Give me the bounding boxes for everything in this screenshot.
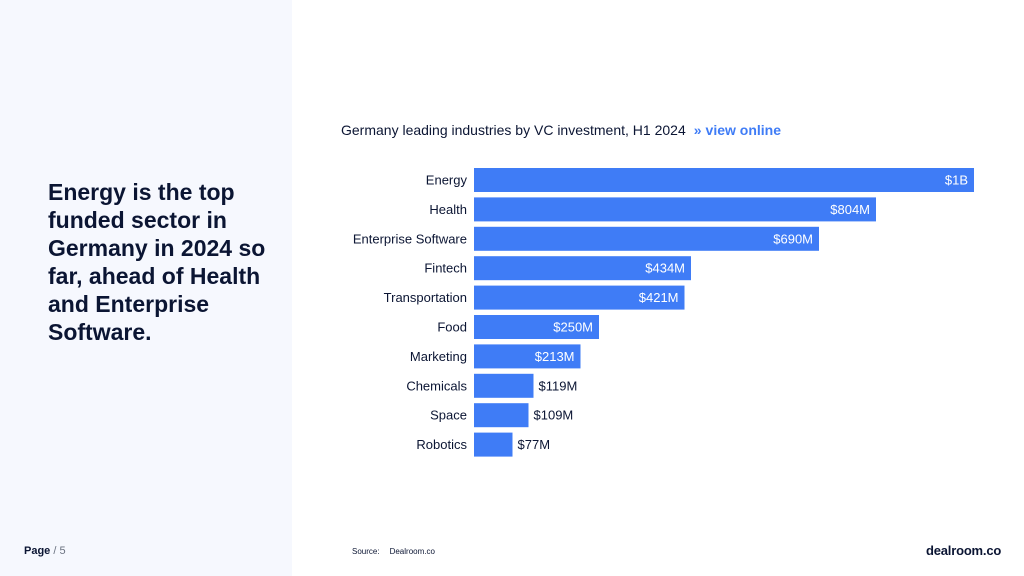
value-label-robotics: $77M <box>518 437 551 452</box>
bar-health <box>474 197 876 222</box>
category-label-health: Health <box>429 202 467 217</box>
value-label-chemicals: $119M <box>539 378 578 393</box>
value-label-health: $804M <box>830 202 870 217</box>
bar-chemicals <box>474 373 534 398</box>
bar-energy <box>474 168 974 192</box>
headline: Energy is the top funded sector in Germa… <box>48 179 266 345</box>
bar-robotics <box>474 432 513 457</box>
source-note: Source: Dealroom.co <box>352 547 435 556</box>
category-label-chemicals: Chemicals <box>406 378 467 393</box>
bar-space <box>474 403 529 428</box>
value-label-fintech: $434M <box>645 261 685 276</box>
bar-marketing <box>474 344 581 369</box>
category-label-marketing: Marketing <box>410 349 467 364</box>
source-label: Source: <box>352 547 380 556</box>
dealroom-logo: dealroom.co <box>926 543 1002 558</box>
source-value: Dealroom.co <box>389 547 435 556</box>
bar-transportation <box>474 285 685 310</box>
value-label-transportation: $421M <box>639 290 679 305</box>
page-number: Page / 5 <box>24 545 66 557</box>
chart-title-text: Germany leading industries by VC investm… <box>341 122 686 138</box>
page-separator: / <box>53 545 57 557</box>
value-label-space: $109M <box>534 408 574 423</box>
category-label-fintech: Fintech <box>424 261 467 276</box>
category-label-transportation: Transportation <box>384 290 467 305</box>
category-label-food: Food <box>437 320 467 335</box>
bar-fintech <box>474 256 691 281</box>
bar-food <box>474 315 599 339</box>
category-label-robotics: Robotics <box>416 437 467 452</box>
value-label-marketing: $213M <box>535 349 575 364</box>
double-chevron-right-icon: » <box>693 122 702 138</box>
page-value: 5 <box>59 545 66 557</box>
chart-title: Germany leading industries by VC investm… <box>341 122 781 138</box>
value-label-enterprise-software: $690M <box>773 231 813 246</box>
bar-enterprise-software <box>474 226 819 251</box>
left-panel <box>0 0 292 576</box>
category-label-space: Space <box>430 408 467 423</box>
category-label-enterprise-software: Enterprise Software <box>353 231 467 246</box>
value-label-food: $250M <box>553 320 593 335</box>
page-label: Page <box>24 545 51 557</box>
category-label-energy: Energy <box>426 173 468 188</box>
view-online-link[interactable]: view online <box>705 122 781 138</box>
value-label-energy: $1B <box>945 173 968 188</box>
